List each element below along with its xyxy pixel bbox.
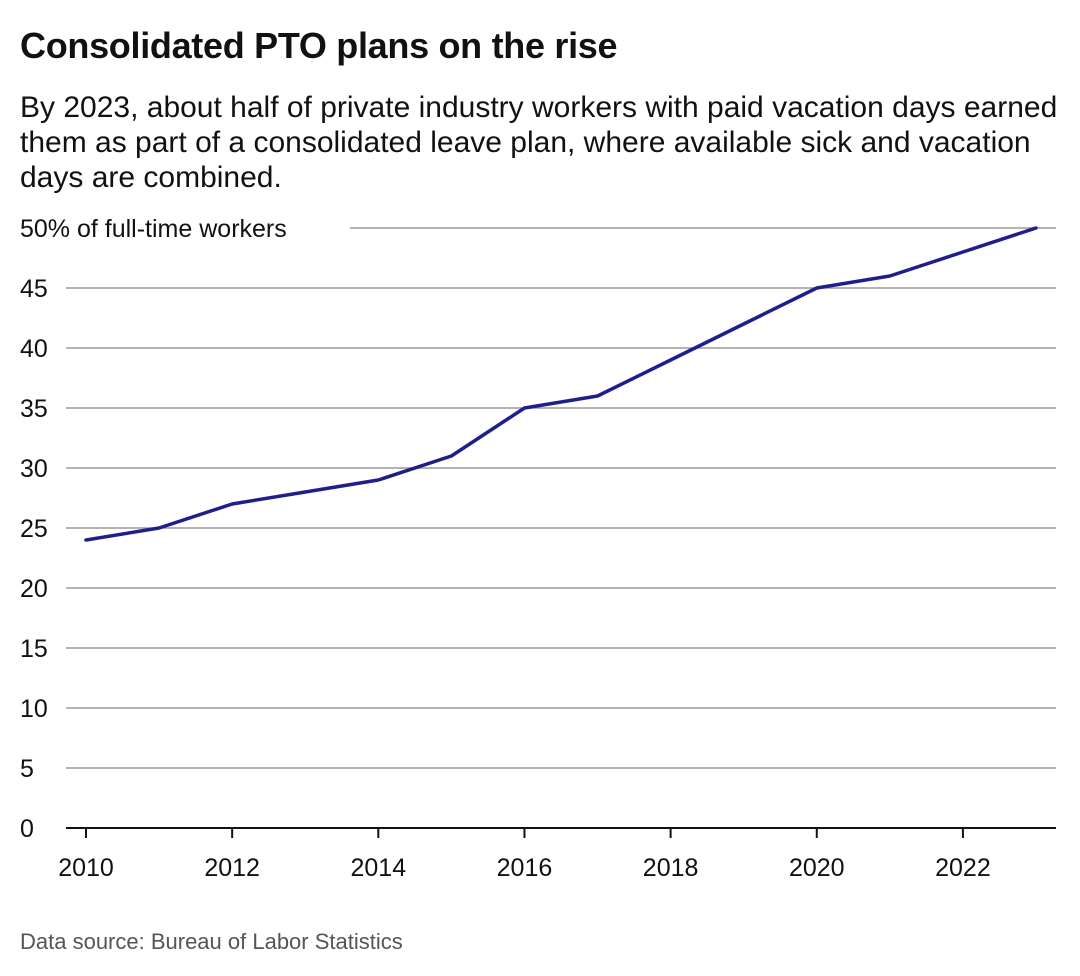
y-tick-label: 45 (20, 275, 48, 303)
data-point (1034, 226, 1039, 231)
y-tick-label: 10 (20, 695, 48, 723)
series-lines (84, 226, 1039, 543)
y-tick-label: 35 (20, 395, 48, 423)
data-point (376, 478, 381, 483)
data-point (449, 454, 454, 459)
data-point (887, 274, 892, 279)
data-point (522, 406, 527, 411)
x-tick-label: 2012 (204, 854, 260, 882)
x-axis: 2010 2012 2014 2016 2018 2020 2022 (58, 827, 1056, 882)
data-point (303, 490, 308, 495)
gridlines (66, 227, 1056, 769)
series-line (84, 226, 1038, 542)
data-point (668, 358, 673, 363)
y-tick-label: 15 (20, 635, 48, 663)
chart-subtitle: By 2023, about half of private industry … (20, 91, 1058, 194)
x-tick-label: 2014 (350, 854, 406, 882)
y-tick-label: 30 (20, 455, 48, 483)
data-point (741, 322, 746, 327)
x-tick-label: 2020 (789, 854, 845, 882)
data-point (230, 502, 235, 507)
chart-title: Consolidated PTO plans on the rise (20, 25, 618, 66)
data-point (84, 538, 89, 543)
y-axis-labels: 0 5 10 15 20 25 30 35 40 45 50% of full-time worke… (20, 215, 287, 843)
y-tick-label: 25 (20, 515, 48, 543)
y-tick-label: 20 (20, 575, 48, 603)
x-tick-label: 2010 (58, 854, 114, 882)
data-point (595, 394, 600, 399)
data-point (157, 526, 162, 531)
y-tick-label: 5 (20, 755, 34, 783)
data-source-note: Data source: Bureau of Labor Statistics (20, 929, 403, 954)
y-axis-title-label: 50% of full-time workers (20, 215, 287, 243)
y-tick-label: 0 (20, 815, 34, 843)
x-tick-label: 2018 (643, 854, 699, 882)
x-tick-label: 2016 (497, 854, 553, 882)
data-point (960, 250, 965, 255)
y-tick-label: 40 (20, 335, 48, 363)
x-tick-label: 2022 (935, 854, 991, 882)
data-point (814, 286, 819, 291)
